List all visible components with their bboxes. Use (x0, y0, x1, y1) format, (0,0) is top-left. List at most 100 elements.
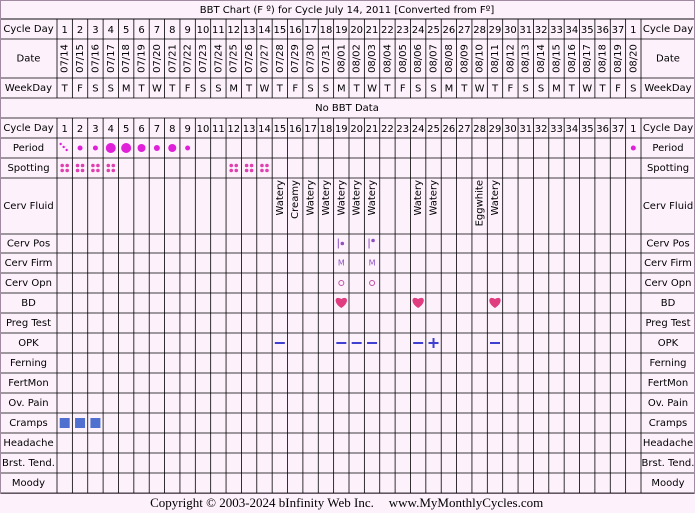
weekday: T (568, 84, 576, 95)
date: 08/02 (352, 44, 363, 73)
weekday: T (168, 84, 176, 95)
fluid-text: Watery (352, 180, 363, 216)
date: 08/13 (521, 44, 532, 73)
cycle-day: 37 (612, 25, 625, 36)
weekday: T (245, 84, 253, 95)
row-label: Cerv Fluid (3, 201, 53, 212)
spotting-dot (91, 163, 95, 168)
cycle-day: 19 (335, 124, 348, 135)
cycle-day: 4 (108, 25, 114, 36)
cerv-pos (371, 238, 375, 243)
date: 08/14 (536, 44, 547, 73)
fluid-text: Watery (306, 180, 317, 216)
cycle-day: 27 (458, 124, 471, 135)
spotting-dot (260, 163, 264, 168)
cycle-day: 5 (123, 124, 129, 135)
weekday: W (582, 84, 592, 95)
cycle-day: 9 (184, 25, 190, 36)
spotting-dot (60, 168, 64, 173)
weekday: F (292, 84, 298, 95)
weekday: S (108, 84, 114, 95)
row-label: OPK (658, 338, 679, 349)
row-label: WeekDay (644, 83, 691, 94)
cycle-day: 10 (197, 25, 210, 36)
cycle-day: 20 (350, 124, 363, 135)
date: 07/26 (244, 44, 255, 73)
cycle-day: 22 (381, 124, 394, 135)
row-label: Cerv Fluid (643, 201, 693, 212)
row-label: Cramps (649, 418, 688, 429)
row-label: Preg Test (645, 318, 690, 329)
weekday: S (323, 84, 329, 95)
period-dot (185, 145, 191, 151)
row-label: Spotting (7, 163, 49, 174)
date: 08/07 (429, 44, 440, 73)
cycle-day: 34 (565, 25, 578, 36)
fluid-text: Watery (490, 180, 501, 216)
row-label: BD (661, 298, 676, 309)
cycle-day: 23 (396, 25, 409, 36)
cycle-day: 13 (243, 25, 256, 36)
weekday: M (122, 84, 131, 95)
date: 07/18 (121, 44, 132, 73)
row-label: FertMon (648, 378, 688, 389)
date: 07/22 (183, 44, 194, 73)
weekday: M (552, 84, 561, 95)
cycle-day: 24 (412, 25, 425, 36)
row-label: Brst. Tend. (642, 458, 695, 469)
row-label: Cerv Firm (5, 258, 53, 269)
row-label: Cerv Pos (7, 239, 50, 250)
spotting-dot (260, 168, 264, 173)
row-label: Date (656, 54, 680, 65)
row-label: Headache (3, 438, 53, 449)
row-label: Ferning (649, 358, 686, 369)
weekday: T (276, 84, 284, 95)
weekday: F (615, 84, 621, 95)
spotting-dot (234, 168, 239, 173)
fluid-text: Watery (275, 180, 286, 216)
date: 07/19 (137, 44, 148, 73)
chart-title: BBT Chart (F º) for Cycle July 14, 2011 … (200, 5, 495, 16)
date: 08/12 (505, 44, 516, 73)
row-label: Cerv Firm (644, 258, 692, 269)
date: 08/17 (582, 44, 593, 73)
row-label: Brst. Tend. (2, 458, 55, 469)
spotting-dot (96, 163, 100, 168)
site-link[interactable]: www.MyMonthlyCycles.com (389, 495, 543, 510)
cycle-day: 36 (596, 25, 609, 36)
cycle-day: 8 (169, 25, 175, 36)
date: 08/03 (367, 44, 378, 73)
period-dot (153, 145, 160, 151)
cramps-box (90, 418, 101, 428)
fluid-text: Watery (367, 180, 378, 216)
row-label: Cycle Day (643, 24, 693, 35)
cycle-day: 5 (123, 25, 129, 36)
date: 07/31 (321, 44, 332, 73)
row-label: BD (21, 298, 36, 309)
cycle-day: 15 (273, 124, 286, 135)
cycle-day: 6 (138, 124, 144, 135)
cycle-day: 7 (154, 25, 160, 36)
date: 08/15 (551, 44, 562, 73)
date: 07/25 (229, 44, 240, 73)
period-dot (92, 145, 98, 151)
spotting-dot (244, 163, 249, 168)
cycle-day: 24 (412, 124, 425, 135)
cycle-day: 33 (550, 124, 563, 135)
cycle-day: 15 (273, 25, 286, 36)
weekday: S (92, 84, 98, 95)
date: 07/24 (213, 44, 224, 73)
date: 07/30 (306, 44, 317, 73)
weekday: S (523, 84, 529, 95)
cycle-day: 14 (258, 25, 271, 36)
row-label: WeekDay (5, 83, 52, 94)
spotting-dot (80, 163, 85, 168)
weekday: T (61, 84, 69, 95)
bd-heart (489, 297, 501, 308)
cycle-day: 34 (565, 124, 578, 135)
weekday: M (229, 84, 238, 95)
period-dot (168, 144, 177, 152)
weekday: W (152, 84, 162, 95)
date: 07/21 (167, 44, 178, 73)
